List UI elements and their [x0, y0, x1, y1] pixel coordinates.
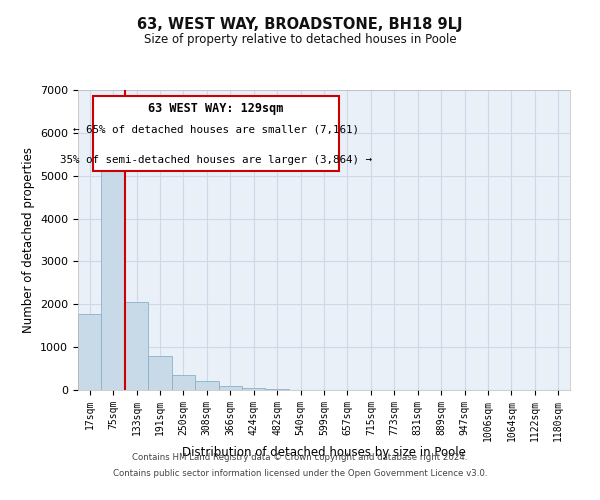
- Bar: [148, 356, 172, 390]
- Text: Contains HM Land Registry data © Crown copyright and database right 2024.: Contains HM Land Registry data © Crown c…: [132, 454, 468, 462]
- X-axis label: Distribution of detached houses by size in Poole: Distribution of detached houses by size …: [182, 446, 466, 460]
- FancyBboxPatch shape: [93, 96, 339, 171]
- Bar: [195, 380, 218, 390]
- Text: 63 WEST WAY: 129sqm: 63 WEST WAY: 129sqm: [148, 102, 283, 115]
- Y-axis label: Number of detached properties: Number of detached properties: [22, 147, 35, 333]
- Bar: [172, 374, 195, 390]
- Text: Size of property relative to detached houses in Poole: Size of property relative to detached ho…: [143, 32, 457, 46]
- Bar: [242, 388, 265, 390]
- Bar: [101, 144, 125, 390]
- Bar: [265, 389, 289, 390]
- Text: 63, WEST WAY, BROADSTONE, BH18 9LJ: 63, WEST WAY, BROADSTONE, BH18 9LJ: [137, 18, 463, 32]
- Bar: [78, 314, 101, 390]
- Text: Contains public sector information licensed under the Open Government Licence v3: Contains public sector information licen…: [113, 468, 487, 477]
- Bar: [125, 302, 148, 390]
- Text: 35% of semi-detached houses are larger (3,864) →: 35% of semi-detached houses are larger (…: [60, 155, 372, 165]
- Text: ← 65% of detached houses are smaller (7,161): ← 65% of detached houses are smaller (7,…: [73, 124, 359, 134]
- Bar: [218, 386, 242, 390]
